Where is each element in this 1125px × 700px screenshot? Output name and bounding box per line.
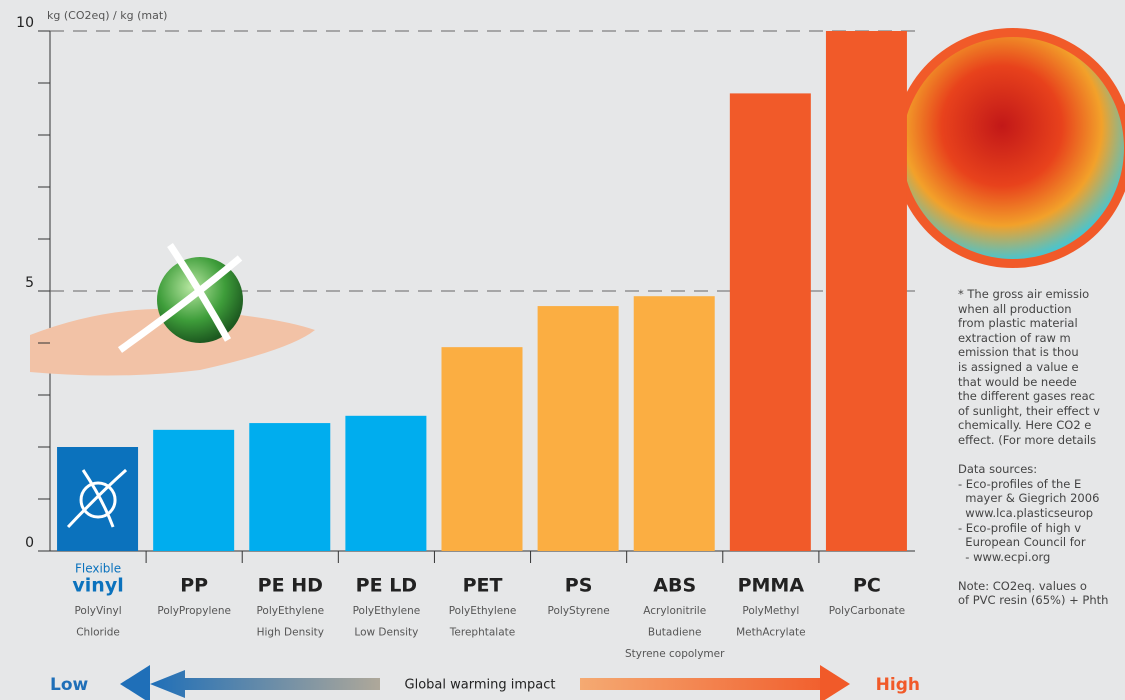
category-label: ABS <box>653 575 696 597</box>
bar <box>730 93 811 551</box>
note-line: that would be neede <box>958 375 1125 390</box>
category-label: PP <box>180 575 208 597</box>
source-line: - Eco-profile of high v <box>958 521 1125 536</box>
note-line: chemically. Here CO2 e <box>958 418 1125 433</box>
note-line: is assigned a value e <box>958 360 1125 375</box>
note-line: the different gases reac <box>958 389 1125 404</box>
category-description: PolyEthylene <box>256 605 324 617</box>
category-description: Styrene copolymer <box>625 648 725 660</box>
globe <box>902 37 1124 259</box>
category-description: PolyMethyl <box>742 605 799 617</box>
category-description: High Density <box>257 627 324 639</box>
bar <box>249 423 330 551</box>
source-line: mayer & Giegrich 2006 <box>958 491 1125 506</box>
note-line: when all production <box>958 302 1125 317</box>
scale-middle: Global warming impact <box>405 678 556 693</box>
y-tick-label: 0 <box>25 535 34 551</box>
arrow-head-right <box>820 665 850 700</box>
category-label: PS <box>565 575 593 597</box>
scale-low: Low <box>50 675 89 695</box>
note-line: extraction of raw m <box>958 331 1125 346</box>
note-line: emission that is thou <box>958 345 1125 360</box>
category-description: Acrylonitrile <box>643 605 706 617</box>
bar <box>634 296 715 551</box>
y-tick-label: 5 <box>25 275 34 291</box>
category-description: MethAcrylate <box>736 627 806 639</box>
category-label: vinyl <box>72 575 123 597</box>
category-description: PolyEthylene <box>449 605 517 617</box>
note-line: Note: CO2eq. values o <box>958 579 1125 594</box>
bar <box>442 347 523 551</box>
chart: kg (CO2eq) / kg (mat) Low Global warming… <box>0 0 1125 700</box>
source-line: - Eco-profiles of the E <box>958 477 1125 492</box>
category-note: Flexible <box>75 562 121 576</box>
note-line: of sunlight, their effect v <box>958 404 1125 419</box>
category-label: PET <box>463 575 503 597</box>
note-line: of PVC resin (65%) + Phth <box>958 593 1125 608</box>
note-line: * The gross air emissio <box>958 287 1125 302</box>
category-description: Terephtalate <box>449 627 515 639</box>
category-description: Low Density <box>354 627 418 639</box>
y-axis-label: kg (CO2eq) / kg (mat) <box>47 9 167 22</box>
category-label: PE LD <box>356 575 417 597</box>
sources-title: Data sources: <box>958 462 1125 477</box>
category-description: Chloride <box>76 627 120 639</box>
bar <box>153 430 234 551</box>
bar <box>345 416 426 551</box>
category-label: PE HD <box>258 575 323 597</box>
category-description: PolyVinyl <box>74 605 121 617</box>
category-label: PC <box>853 575 881 597</box>
arrow-head-left <box>120 665 150 700</box>
category-description: PolyCarbonate <box>829 605 905 617</box>
category-description: PolyPropylene <box>157 605 231 617</box>
note-line: from plastic material <box>958 316 1125 331</box>
source-line: European Council for <box>958 535 1125 550</box>
bar <box>538 306 619 551</box>
category-description: PolyEthylene <box>353 605 421 617</box>
scale-high: High <box>876 675 920 695</box>
source-line: www.lca.plasticseurop <box>958 506 1125 521</box>
y-tick-label: 10 <box>16 15 34 31</box>
bar <box>826 31 907 551</box>
source-line: - www.ecpi.org <box>958 550 1125 565</box>
note-line: effect. (For more details <box>958 433 1125 448</box>
page: kg (CO2eq) / kg (mat) Low Global warming… <box>0 0 1125 700</box>
bar <box>57 447 138 551</box>
category-description: Butadiene <box>648 627 702 639</box>
category-label: PMMA <box>738 575 805 597</box>
category-description: PolyStyrene <box>548 605 610 617</box>
